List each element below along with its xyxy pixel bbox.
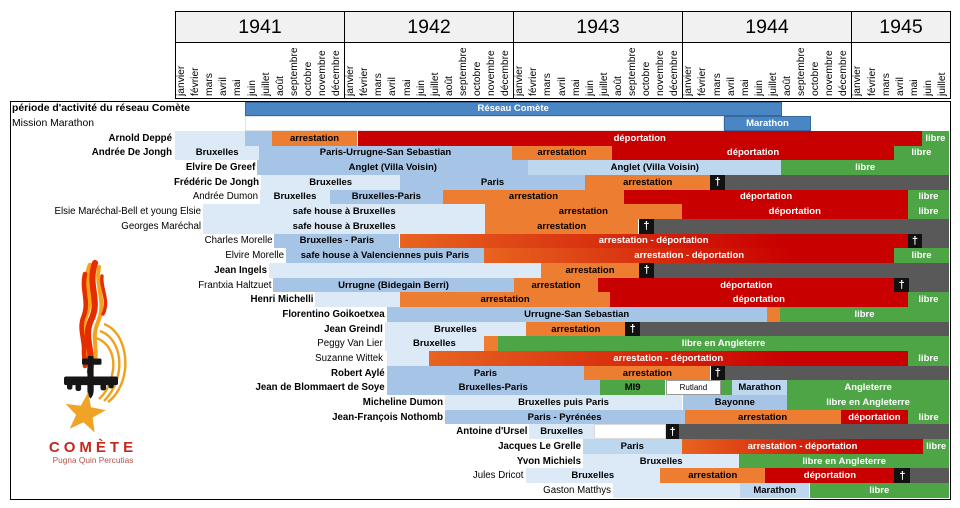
svg-text:COMÈTE: COMÈTE <box>49 439 137 456</box>
svg-text:Pugna Quin Percutias: Pugna Quin Percutias <box>53 455 134 465</box>
